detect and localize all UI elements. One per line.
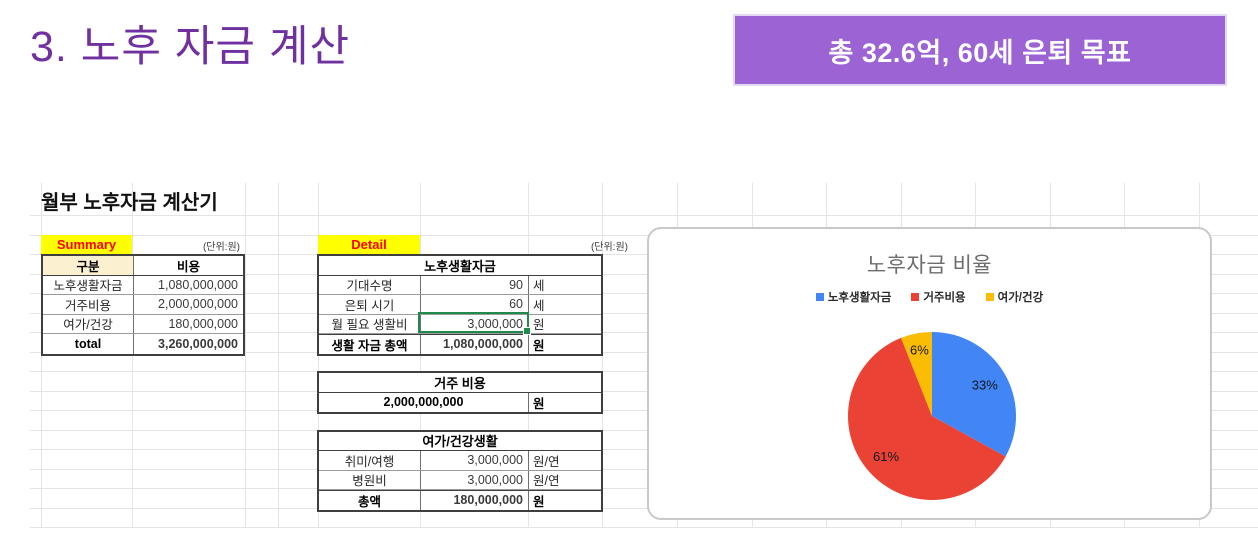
summary-table: 구분 비용 노후생활자금 1,080,000,000 거주비용 2,000,00… <box>41 254 245 356</box>
detail-housing-table: 거주 비용 2,000,000,000 원 <box>317 371 603 414</box>
detail-total-value[interactable]: 1,080,000,000 <box>420 335 528 354</box>
section-title[interactable]: 거주 비용 <box>434 375 486 391</box>
summary-row-label[interactable]: 여가/건강 <box>63 318 113 333</box>
selected-cell-value[interactable]: 3,000,000 <box>420 314 528 333</box>
detail-row-label[interactable]: 취미/여행 <box>344 454 395 469</box>
detail-total-row: 총액 180,000,000 원 <box>319 490 601 510</box>
legend-label: 여가/건강 <box>997 292 1044 304</box>
summary-total-value[interactable]: 3,260,000,000 <box>133 334 243 354</box>
chart-legend: 노후생활자금 거주비용 여가/건강 <box>649 289 1210 305</box>
table-row: 병원비 3,000,000 원/연 <box>319 470 601 490</box>
summary-row-value[interactable]: 180,000,000 <box>133 314 243 333</box>
section-header-row: 노후생활자금 <box>319 256 601 276</box>
summary-label-cell[interactable]: Summary <box>41 234 132 254</box>
housing-unit[interactable]: 원 <box>528 392 601 412</box>
detail-row-unit[interactable]: 세 <box>528 275 601 294</box>
summary-row-label[interactable]: 노후생활자금 <box>53 279 123 294</box>
detail-leisure-table: 여가/건강생활 취미/여행 3,000,000 원/연 병원비 3,000,00… <box>317 429 603 512</box>
detail-total-label[interactable]: 총액 <box>357 494 381 509</box>
detail-total-unit[interactable]: 원 <box>528 335 601 354</box>
detail-row-label[interactable]: 기대수명 <box>346 279 393 294</box>
legend-label: 거주비용 <box>923 292 966 304</box>
legend-label: 노후생활자금 <box>827 292 892 304</box>
sheet-heading: 월부 노후자금 계산기 <box>41 192 218 214</box>
table-row: 노후생활자금 1,080,000,000 <box>43 275 243 295</box>
summary-unit-note: (단위:원) <box>202 242 240 253</box>
pie-slice-label: 61% <box>873 449 899 464</box>
detail-row-unit[interactable]: 원 <box>528 314 601 333</box>
summary-total-label[interactable]: total <box>74 336 102 351</box>
summary-row-value[interactable]: 2,000,000,000 <box>133 295 243 314</box>
pie-slice-label: 33% <box>972 377 998 392</box>
section-title[interactable]: 노후생활자금 <box>424 258 496 274</box>
detail-row-unit[interactable]: 원/연 <box>528 470 601 489</box>
detail-total-row: 생활 자금 총액 1,080,000,000 원 <box>319 334 601 354</box>
table-row: 거주비용 2,000,000,000 <box>43 295 243 315</box>
section-header-row: 거주 비용 <box>319 373 601 393</box>
detail-row-label[interactable]: 은퇴 시기 <box>344 298 395 313</box>
detail-row-value[interactable]: 60 <box>420 295 528 314</box>
pie-slice[interactable] <box>932 332 1017 457</box>
detail-row-value[interactable]: 3,000,000 <box>420 470 528 489</box>
section-title[interactable]: 여가/건강생활 <box>422 434 498 450</box>
detail-row-value[interactable]: 3,000,000 <box>420 451 528 470</box>
pie-slice[interactable] <box>848 337 1006 501</box>
detail-total-unit[interactable]: 원 <box>528 491 601 510</box>
pie-slice-label: 6% <box>910 343 929 358</box>
table-row: 기대수명 90 세 <box>319 275 601 295</box>
detail-row-label[interactable]: 병원비 <box>352 474 387 489</box>
summary-col-type[interactable]: 구분 <box>43 256 133 275</box>
detail-row-label[interactable]: 월 필요 생활비 <box>331 318 408 333</box>
table-row: 취미/여행 3,000,000 원/연 <box>319 451 601 471</box>
table-row: 2,000,000,000 원 <box>319 392 601 412</box>
detail-row-unit[interactable]: 세 <box>528 295 601 314</box>
goal-badge: 총 32.6억, 60세 은퇴 목표 <box>733 14 1227 86</box>
summary-col-cost[interactable]: 비용 <box>133 256 243 275</box>
pie-chart[interactable]: 33% 61% 6% <box>649 229 1210 518</box>
summary-row-value[interactable]: 1,080,000,000 <box>133 275 243 294</box>
legend-swatch-icon <box>815 293 824 301</box>
section-header-row: 여가/건강생활 <box>319 432 601 451</box>
summary-row-label[interactable]: 거주비용 <box>64 298 111 313</box>
housing-value[interactable]: 2,000,000,000 <box>383 395 464 410</box>
detail-total-label[interactable]: 생활 자금 총액 <box>331 338 408 353</box>
detail-row-value[interactable]: 90 <box>420 275 528 294</box>
detail-total-value[interactable]: 180,000,000 <box>420 491 528 510</box>
legend-item[interactable]: 노후생활자금 <box>815 289 892 305</box>
legend-item[interactable]: 거주비용 <box>911 289 966 305</box>
table-row: 은퇴 시기 60 세 <box>319 295 601 315</box>
legend-swatch-icon <box>985 293 994 301</box>
pie-slice[interactable] <box>901 332 932 416</box>
chart-title: 노후자금 비율 <box>866 254 993 277</box>
detail-unit-note: (단위:원) <box>590 242 628 253</box>
page-title: 3. 노후 자금 계산 <box>30 23 351 71</box>
summary-total-row: total 3,260,000,000 <box>43 334 243 354</box>
legend-swatch-icon <box>911 293 920 301</box>
detail-label-cell[interactable]: Detail <box>318 234 420 254</box>
pie-chart-card[interactable]: 노후자금 비율 노후생활자금 거주비용 여가/건강 33% 61% 6% <box>647 227 1212 520</box>
table-row: 여가/건강 180,000,000 <box>43 314 243 334</box>
summary-header-row: 구분 비용 <box>43 256 243 276</box>
detail-living-table: 노후생활자금 기대수명 90 세 은퇴 시기 60 세 월 필요 생활비 3,0… <box>317 254 603 356</box>
detail-row-unit[interactable]: 원/연 <box>528 451 601 470</box>
legend-item[interactable]: 여가/건강 <box>985 289 1044 305</box>
table-row: 월 필요 생활비 3,000,000 원 <box>319 314 601 334</box>
